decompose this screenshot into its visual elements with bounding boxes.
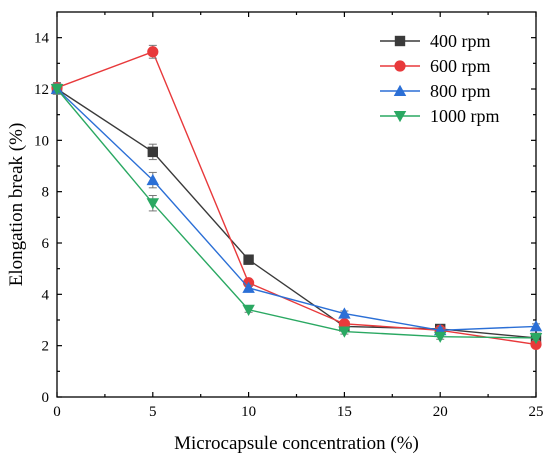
data-point xyxy=(147,146,158,158)
x-tick-label: 25 xyxy=(529,404,544,420)
legend: 400 rpm 600 rpm 800 rpm 1000 rpm xyxy=(380,31,500,126)
legend-marker xyxy=(393,84,407,96)
x-tick-label: 20 xyxy=(433,404,448,420)
x-tick-label: 5 xyxy=(149,404,157,420)
data-point xyxy=(433,331,447,343)
data-point xyxy=(242,304,255,316)
legend-item: 1000 rpm xyxy=(380,106,500,126)
series-line xyxy=(56,50,537,346)
series-line xyxy=(56,88,537,339)
data-point xyxy=(146,173,160,186)
x-tick-label: 15 xyxy=(337,404,352,420)
legend-label: 600 rpm xyxy=(430,56,491,76)
series-layer xyxy=(50,44,543,350)
legend-marker xyxy=(394,60,406,72)
data-point xyxy=(529,320,543,332)
y-tick-label: 12 xyxy=(34,82,49,98)
legend-marker xyxy=(394,35,406,47)
axes: 0 5 10 15 20 25 0 2 4 6 8 10 12 14 xyxy=(34,11,544,420)
data-point xyxy=(242,281,255,293)
data-point xyxy=(338,326,351,338)
y-axis-label: Elongation break (%) xyxy=(6,123,27,287)
series-line xyxy=(56,88,537,339)
series-3 xyxy=(50,83,543,345)
data-point xyxy=(147,46,159,58)
data-point xyxy=(243,254,254,265)
data-point xyxy=(146,198,160,210)
y-tick-label: 6 xyxy=(42,236,50,252)
data-point xyxy=(530,338,542,350)
x-axis-label: Microcapsule concentration (%) xyxy=(174,433,419,454)
data-point xyxy=(529,332,543,345)
data-point xyxy=(338,307,351,319)
y-tick-label: 10 xyxy=(34,133,49,149)
y-tick-label: 0 xyxy=(42,390,50,406)
y-tick-label: 2 xyxy=(42,339,50,355)
data-point xyxy=(50,84,64,96)
legend-item: 600 rpm xyxy=(380,56,491,76)
x-tick-label: 10 xyxy=(241,404,256,420)
legend-item: 400 rpm xyxy=(380,31,491,51)
legend-label: 400 rpm xyxy=(430,31,491,51)
legend-item: 800 rpm xyxy=(380,81,491,101)
x-tick-label: 0 xyxy=(53,404,61,420)
y-tick-label: 8 xyxy=(42,185,50,201)
legend-label: 800 rpm xyxy=(430,81,491,101)
y-tick-label: 14 xyxy=(34,31,50,47)
y-tick-label: 4 xyxy=(42,287,50,303)
legend-marker xyxy=(393,111,407,123)
legend-label: 1000 rpm xyxy=(430,106,500,126)
series-line xyxy=(56,88,537,331)
